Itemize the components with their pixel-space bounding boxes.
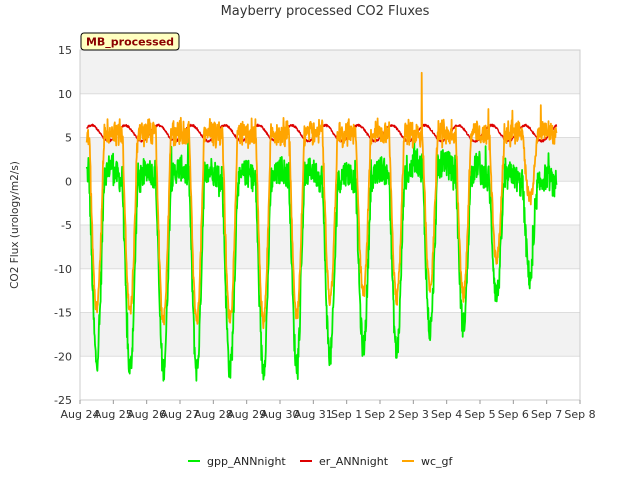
y-axis-ticks: 15 10 5 0 -5 -10 -15 -20 -25 — [54, 44, 72, 407]
y-axis-label: CO2 Flux (urology/m2/s) — [9, 161, 21, 289]
x-tick-label: Aug 30 — [261, 408, 300, 421]
x-tick-label: Aug 24 — [61, 408, 100, 421]
x-tick-label: Sep 7 — [531, 408, 562, 421]
x-tick-label: Aug 31 — [294, 408, 333, 421]
y-tick-label: -20 — [54, 350, 72, 363]
y-tick-label: -25 — [54, 394, 72, 407]
series-layer — [85, 71, 558, 382]
x-tick-label: Sep 5 — [464, 408, 495, 421]
legend-item: wc_gf — [402, 455, 454, 468]
legend-item: er_ANNnight — [300, 455, 389, 468]
y-tick-label: -10 — [54, 263, 72, 276]
plot-band — [80, 93, 580, 138]
y-tick-label: 15 — [58, 44, 72, 57]
y-tick-label: -15 — [54, 307, 72, 320]
legend: gpp_ANNnight er_ANNnight wc_gf — [188, 455, 454, 468]
plot-background — [80, 50, 580, 400]
chart-title: Mayberry processed CO2 Fluxes — [221, 4, 430, 19]
y-tick-label: 0 — [65, 175, 72, 188]
x-tick-label: Aug 25 — [94, 408, 133, 421]
legend-label: gpp_ANNnight — [207, 455, 286, 468]
series-line-gpp-annnight — [85, 132, 558, 382]
legend-label: wc_gf — [421, 455, 454, 468]
y-tick-label: 10 — [58, 88, 72, 101]
x-tick-label: Sep 2 — [364, 408, 395, 421]
series-line-wc-gf — [85, 71, 558, 330]
badge-label: MB_processed — [86, 36, 174, 49]
legend-label: er_ANNnight — [319, 455, 389, 468]
x-tick-label: Sep 4 — [431, 408, 462, 421]
x-tick-label: Aug 28 — [194, 408, 233, 421]
plot-band — [80, 137, 580, 182]
x-tick-label: Aug 26 — [127, 408, 166, 421]
plot-frame — [79, 49, 581, 401]
y-tick-label: 5 — [65, 132, 72, 145]
x-tick-label: Sep 6 — [498, 408, 529, 421]
legend-item: gpp_ANNnight — [188, 455, 286, 468]
x-tick-label: Sep 8 — [564, 408, 595, 421]
x-tick-label: Aug 29 — [227, 408, 266, 421]
plot-band — [80, 181, 580, 225]
plot-band — [80, 225, 580, 269]
y-tick-label: -5 — [61, 219, 72, 232]
plot-band — [80, 50, 580, 94]
badge: MB_processed — [80, 32, 180, 51]
x-tick-label: Aug 27 — [161, 408, 200, 421]
x-tick-label: Sep 3 — [398, 408, 429, 421]
badge-box — [80, 32, 180, 51]
x-tick-label: Sep 1 — [331, 408, 362, 421]
